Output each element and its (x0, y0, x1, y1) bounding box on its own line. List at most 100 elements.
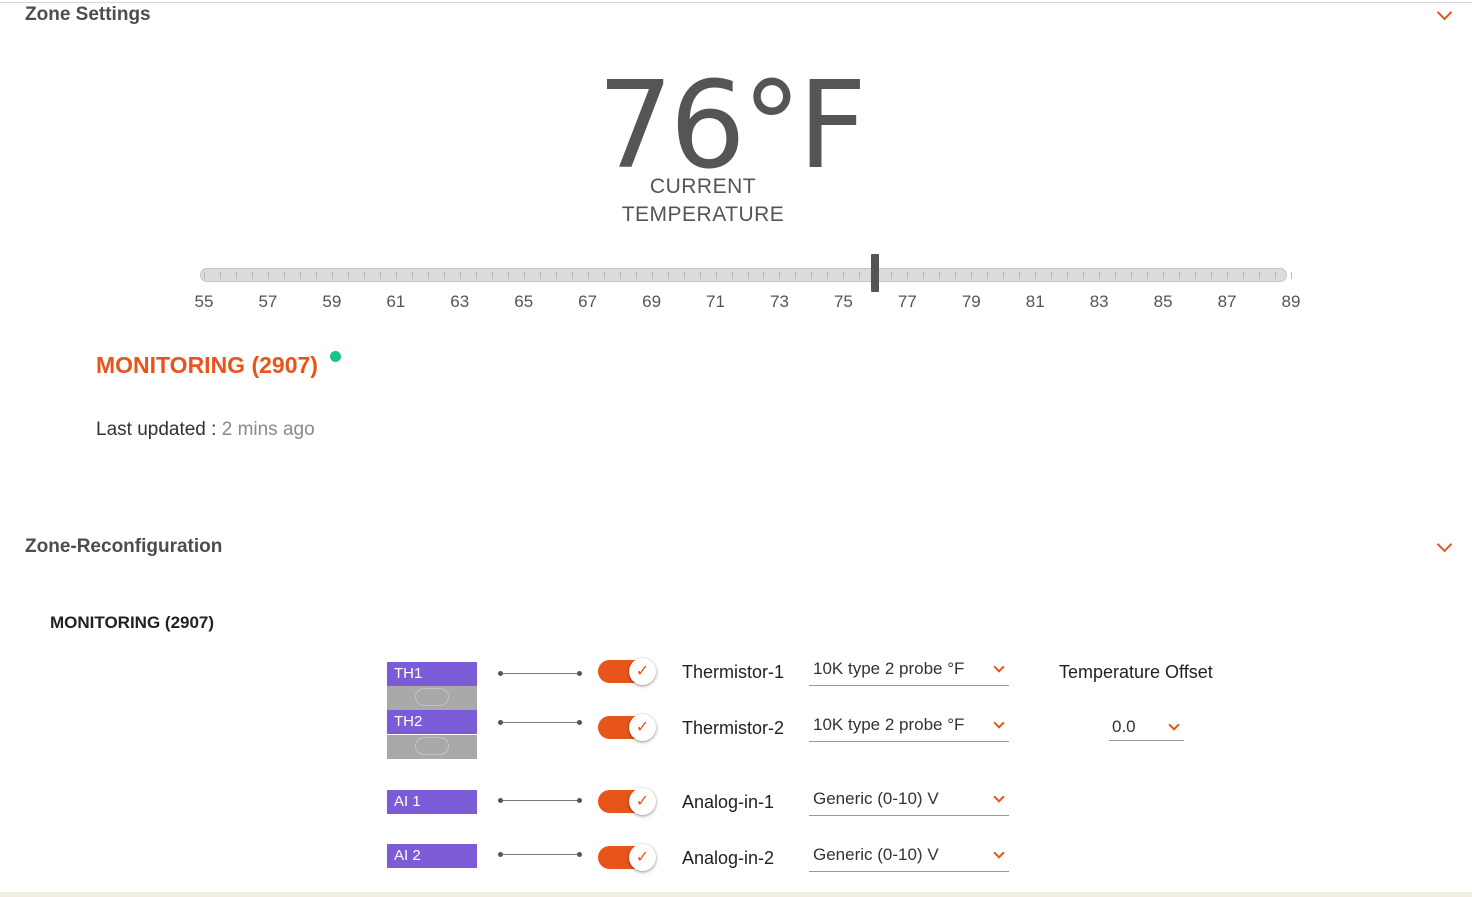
slider-tick (1259, 272, 1261, 279)
slider-tick (715, 272, 717, 279)
current-label: CURRENT (649, 175, 757, 198)
label-analog-in-1: Analog-in-1 (682, 792, 775, 812)
slider-tick (795, 272, 797, 279)
connector-icon (415, 688, 449, 706)
slider-tick-label: 83 (1089, 292, 1109, 311)
slider-tick (411, 272, 413, 279)
label-analog-in-2: Analog-in-2 (682, 848, 775, 868)
slider-tick (651, 272, 653, 279)
port-ai2: AI 2 (387, 844, 477, 868)
port-ai1: AI 1 (387, 790, 477, 814)
toggle-thermistor-1[interactable]: ✓ (598, 658, 656, 685)
toggle-analog-in-2[interactable]: ✓ (598, 844, 656, 871)
slider-tick (603, 272, 605, 279)
slider-tick (747, 272, 749, 279)
select-thermistor-2-type[interactable]: 10K type 2 probe °F (809, 715, 1009, 742)
temperature-slider-handle[interactable] (871, 254, 880, 292)
slider-tick (507, 272, 509, 279)
label-thermistor-2: Thermistor-2 (682, 718, 785, 738)
checkmark-icon: ✓ (629, 788, 656, 815)
slider-tick (1163, 272, 1165, 279)
slider-tick-label: 87 (1217, 292, 1237, 311)
slider-tick (731, 272, 733, 279)
slider-tick-label: 59 (322, 292, 342, 311)
slider-tick (347, 272, 349, 279)
toggle-analog-in-1[interactable]: ✓ (598, 788, 656, 815)
wire-ai2 (498, 852, 582, 857)
wire-th1 (498, 671, 582, 676)
slider-tick-label: 65 (514, 292, 534, 311)
chevron-down-icon (1168, 719, 1180, 731)
current-temperature-value: 76°F (597, 57, 867, 196)
slider-tick (395, 272, 397, 279)
toggle-thermistor-2[interactable]: ✓ (598, 714, 656, 741)
temperature-slider-track[interactable] (200, 268, 1292, 282)
slider-tick (443, 272, 445, 279)
slider-tick (235, 272, 237, 279)
select-analog-in-2-type[interactable]: Generic (0-10) V (809, 845, 1009, 872)
slider-tick (251, 272, 253, 279)
slider-tick-label: 77 (897, 292, 917, 311)
checkmark-icon: ✓ (629, 714, 656, 741)
slider-tick-label: 63 (450, 292, 470, 311)
slider-tick-label: 85 (1153, 292, 1173, 311)
select-value: Generic (0-10) V (813, 845, 939, 864)
last-updated-label: Last updated : (96, 419, 217, 440)
slider-tick (923, 272, 925, 279)
select-value: 10K type 2 probe °F (813, 659, 965, 678)
select-thermistor-1-type[interactable]: 10K type 2 probe °F (809, 659, 1009, 686)
bottom-divider (0, 892, 1472, 897)
slider-tick (219, 272, 221, 279)
zone-settings-chevron-down-icon[interactable] (1436, 4, 1453, 21)
checkmark-icon: ✓ (629, 658, 656, 685)
slider-tick (907, 272, 909, 279)
slider-tick (1179, 272, 1181, 279)
temperature-offset-label: Temperature Offset (1059, 662, 1213, 682)
zone-reconfiguration-chevron-down-icon[interactable] (1436, 536, 1453, 553)
slider-tick-label: 61 (386, 292, 406, 311)
slider-tick (1019, 272, 1021, 279)
port-th1: TH1 (387, 662, 477, 686)
slider-tick-label: 89 (1281, 292, 1301, 311)
slider-tick (1051, 272, 1053, 279)
temperature-offset-select[interactable]: 0.0 (1109, 717, 1184, 741)
slider-tick (299, 272, 301, 279)
select-value: Generic (0-10) V (813, 789, 939, 808)
slider-tick (204, 272, 205, 279)
slider-tick (427, 272, 429, 279)
slider-tick (331, 272, 333, 279)
slider-tick (1035, 272, 1037, 279)
port-th2-connector (387, 735, 477, 759)
slider-tick (315, 272, 317, 279)
slider-tick (779, 272, 781, 279)
slider-tick-label: 55 (194, 292, 214, 311)
port-th1-connector (387, 686, 477, 710)
slider-tick (635, 272, 637, 279)
slider-tick-label: 73 (770, 292, 789, 311)
monitoring-status: MONITORING (2907) (96, 352, 318, 378)
chevron-down-icon (993, 661, 1005, 673)
slider-tick-label: 57 (258, 292, 278, 311)
slider-tick (523, 272, 525, 279)
slider-tick (1195, 272, 1197, 279)
slider-tick (1083, 272, 1085, 279)
slider-tick (699, 272, 701, 279)
chevron-down-icon (993, 847, 1005, 859)
slider-tick-label: 67 (578, 292, 598, 311)
slider-tick (1211, 272, 1213, 279)
slider-tick (587, 272, 589, 279)
slider-tick-label: 75 (833, 292, 853, 311)
top-divider (0, 2, 1472, 3)
slider-tick (939, 272, 941, 279)
port-th2: TH2 (387, 710, 477, 734)
slider-tick (843, 272, 845, 279)
slider-tick (1291, 272, 1292, 279)
slider-tick (363, 272, 365, 279)
slider-tick (683, 272, 685, 279)
wire-th2 (498, 720, 582, 725)
select-analog-in-1-type[interactable]: Generic (0-10) V (809, 789, 1009, 816)
slider-tick-label: 81 (1025, 292, 1045, 311)
slider-tick (987, 272, 989, 279)
slider-tick (283, 272, 285, 279)
chevron-down-icon (993, 717, 1005, 729)
